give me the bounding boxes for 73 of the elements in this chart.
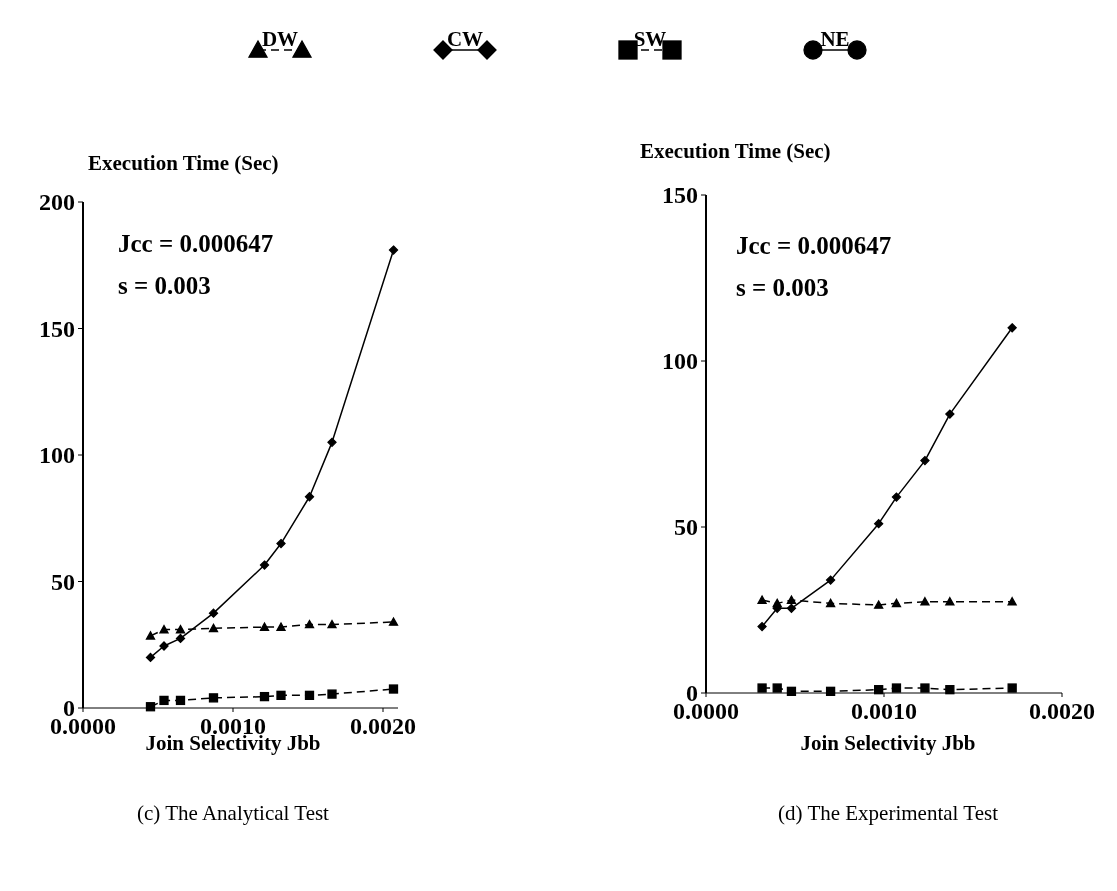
point: [920, 597, 930, 606]
point: [304, 492, 315, 502]
point: [259, 691, 270, 702]
legend-label: NE: [820, 27, 850, 51]
point: [159, 624, 169, 634]
point: [874, 600, 884, 609]
point: [825, 686, 836, 696]
y-tick-label: 150: [39, 315, 75, 342]
point: [945, 597, 955, 606]
point: [327, 689, 337, 699]
point: [327, 619, 337, 629]
legend-label: SW: [633, 27, 667, 51]
x-axis-title: Join Selectivity Jbb: [800, 731, 976, 755]
annotation: Jcc = 0.000647: [118, 230, 274, 257]
y-tick-label: 100: [39, 442, 75, 469]
y-tick-label: 150: [662, 182, 698, 209]
x-tick-label: 0.0010: [851, 698, 917, 724]
y-tick-label: 200: [39, 189, 75, 216]
point: [259, 560, 270, 570]
point: [891, 683, 902, 693]
point: [757, 621, 767, 632]
point: [757, 683, 767, 693]
point: [945, 685, 955, 695]
point: [1007, 323, 1017, 333]
point: [388, 617, 399, 626]
point: [388, 245, 399, 255]
text: (c) The Analytical Test: [137, 801, 330, 825]
x-tick-label: 0.0020: [350, 713, 416, 739]
y-axis-title: Execution Time (Sec): [88, 151, 279, 175]
point: [145, 631, 156, 640]
point: [159, 695, 169, 706]
point: [772, 683, 782, 693]
legend-label: DW: [261, 27, 299, 51]
y-tick-label: 50: [674, 514, 698, 541]
point: [276, 538, 286, 549]
annotation: s = 0.003: [118, 272, 211, 299]
point: [757, 595, 767, 604]
annotation: s = 0.003: [736, 274, 829, 301]
point: [276, 622, 286, 631]
y-tick-label: 100: [662, 348, 698, 375]
point: [920, 683, 930, 693]
point: [208, 623, 219, 633]
annotation: Jcc = 0.000647: [736, 232, 892, 259]
point: [825, 575, 836, 585]
y-tick-label: 50: [51, 568, 75, 595]
point: [259, 622, 270, 631]
point: [825, 598, 836, 608]
point: [874, 685, 884, 695]
point: [874, 519, 884, 529]
point: [945, 409, 955, 419]
point: [145, 652, 156, 663]
point: [208, 608, 219, 618]
point: [891, 492, 902, 502]
point: [1007, 597, 1017, 606]
point: [786, 595, 797, 604]
text: (d) The Experimental Test: [778, 801, 999, 825]
point: [304, 690, 315, 700]
point: [175, 624, 186, 634]
point: [145, 702, 156, 712]
point: [786, 686, 797, 696]
point: [920, 455, 930, 466]
point: [327, 437, 337, 447]
point: [388, 684, 399, 694]
point: [276, 690, 286, 700]
point: [175, 695, 186, 706]
point: [304, 619, 315, 629]
point: [208, 693, 219, 703]
point: [786, 603, 797, 613]
point: [1007, 683, 1017, 693]
legend-label: CW: [446, 27, 484, 51]
point: [891, 598, 902, 608]
x-tick-label: 0.0020: [1029, 698, 1095, 724]
y-axis-title: Execution Time (Sec): [640, 139, 831, 163]
